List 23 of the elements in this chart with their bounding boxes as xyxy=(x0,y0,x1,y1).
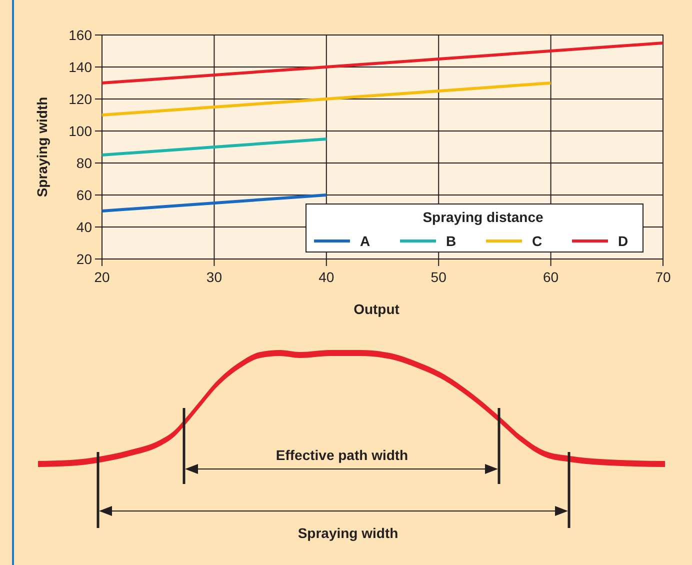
x-tick-label: 60 xyxy=(543,269,559,285)
y-tick-label: 20 xyxy=(76,250,92,267)
x-axis-title: Output xyxy=(354,301,400,317)
y-tick-label: 100 xyxy=(68,122,92,139)
y-tick-label: 120 xyxy=(68,90,92,107)
x-tick-label: 40 xyxy=(318,269,334,285)
y-tick-label: 160 xyxy=(68,26,92,43)
y-tick-label: 60 xyxy=(76,186,92,203)
legend-title: Spraying distance xyxy=(422,209,544,225)
y-tick-label: 80 xyxy=(76,154,92,171)
y-tick-label: 140 xyxy=(68,58,92,75)
legend-label: A xyxy=(360,232,370,249)
x-tick-label: 70 xyxy=(655,269,671,285)
legend-label: B xyxy=(446,232,456,249)
text: Effective path width xyxy=(276,447,408,463)
x-tick-label: 20 xyxy=(94,269,110,285)
y-axis-title: Spraying width xyxy=(34,96,50,198)
text: Spraying width xyxy=(298,525,398,541)
x-tick-label: 30 xyxy=(206,269,222,285)
y-tick-label: 40 xyxy=(76,218,92,235)
legend-label: D xyxy=(618,232,628,249)
legend-label: C xyxy=(532,232,542,249)
x-tick-label: 50 xyxy=(430,269,447,285)
